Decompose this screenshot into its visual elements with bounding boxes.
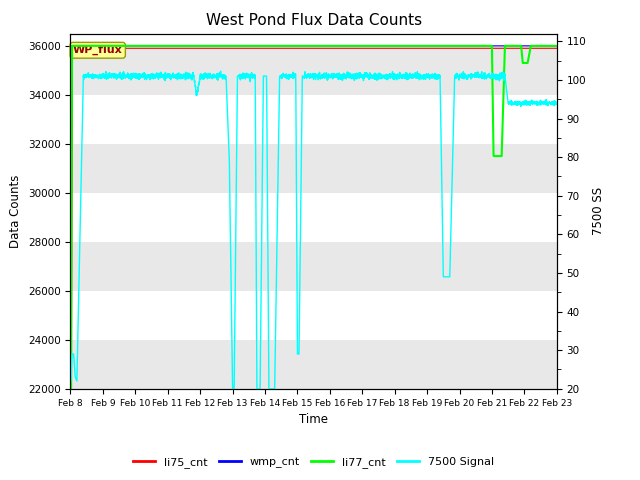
Text: WP_flux: WP_flux	[73, 45, 123, 55]
Bar	[70, 46, 557, 95]
Y-axis label: 7500 SS: 7500 SS	[592, 187, 605, 235]
Bar	[70, 340, 557, 389]
Bar	[70, 144, 557, 193]
X-axis label: Time: Time	[299, 413, 328, 426]
Y-axis label: Data Counts: Data Counts	[10, 175, 22, 248]
Bar	[70, 242, 557, 291]
Title: West Pond Flux Data Counts: West Pond Flux Data Counts	[205, 13, 422, 28]
Legend: li75_cnt, wmp_cnt, li77_cnt, 7500 Signal: li75_cnt, wmp_cnt, li77_cnt, 7500 Signal	[129, 452, 499, 472]
